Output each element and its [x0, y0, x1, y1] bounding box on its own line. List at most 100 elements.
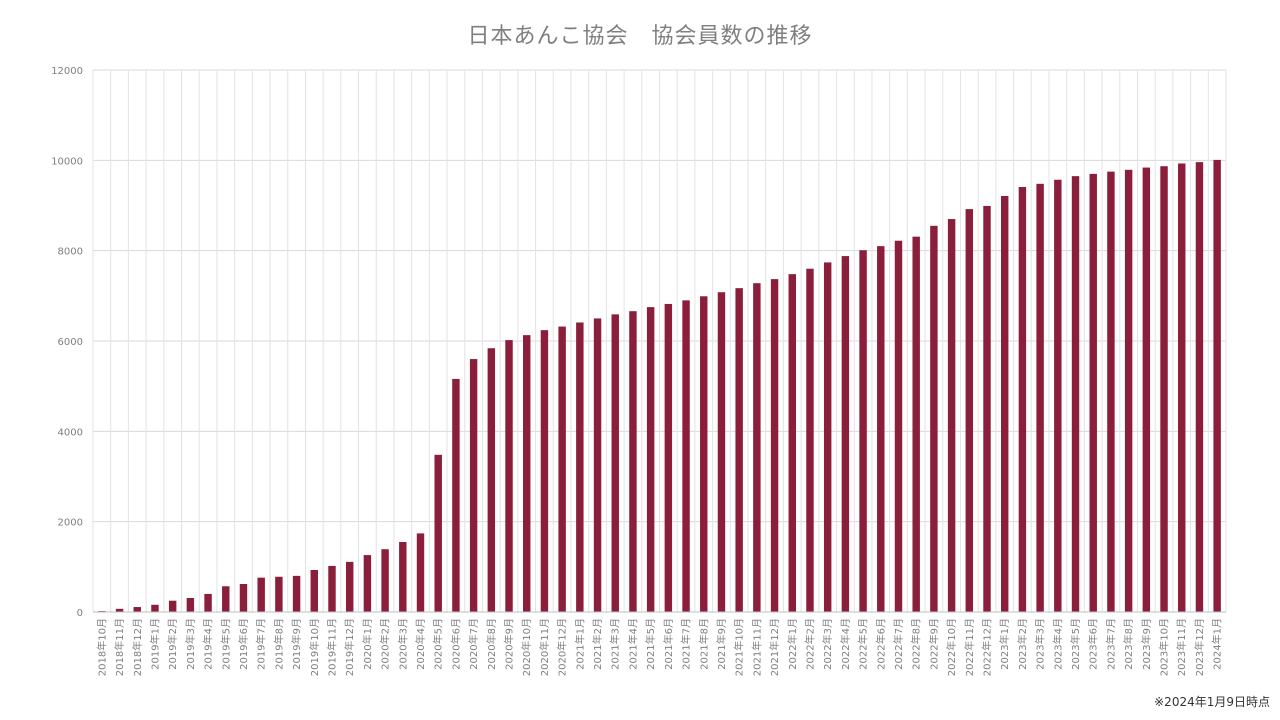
x-tick-label: 2021年3月 [609, 618, 622, 670]
x-tick-label: 2022年3月 [821, 618, 834, 670]
footnote: ※2024年1月9日時点 [1154, 695, 1270, 709]
bar [275, 576, 283, 612]
x-tick-label: 2022年12月 [981, 618, 994, 676]
x-tick-label: 2019年1月 [148, 618, 161, 670]
x-tick-label: 2023年11月 [1175, 618, 1188, 676]
x-tick-label: 2023年4月 [1051, 618, 1064, 670]
bar [328, 565, 336, 612]
y-tick-label: 0 [77, 608, 83, 619]
x-tick-label: 2023年6月 [1087, 618, 1100, 670]
bar [965, 209, 974, 612]
bar [1107, 171, 1115, 612]
y-tick-label: 2000 [58, 518, 83, 529]
bars [98, 159, 1221, 613]
x-tick-label: 2020年7月 [467, 618, 480, 670]
x-tick-label: 2022年5月 [857, 618, 870, 670]
bar [717, 292, 726, 612]
bar [1213, 159, 1221, 613]
bar [115, 608, 124, 612]
bar [947, 219, 956, 613]
bar [558, 326, 566, 612]
bar [735, 288, 743, 612]
bar [452, 378, 460, 612]
x-tick-label: 2020年4月 [414, 618, 427, 670]
bar [239, 583, 248, 612]
bar [1018, 186, 1027, 612]
y-tick-label: 4000 [58, 427, 83, 438]
x-tick-label: 2022年9月 [927, 618, 940, 670]
bar [222, 586, 230, 612]
x-tick-label: 2021年8月 [697, 618, 710, 670]
bar [186, 597, 195, 612]
x-tick-label: 2021年1月 [573, 618, 586, 670]
bar [523, 335, 531, 612]
x-tick-label: 2021年4月 [626, 618, 639, 670]
x-tick-label: 2022年7月 [892, 618, 905, 670]
x-tick-label: 2020年5月 [432, 618, 445, 670]
x-tick-label: 2019年8月 [272, 618, 285, 670]
bar [859, 250, 867, 612]
bar [894, 240, 903, 613]
bar [806, 268, 814, 612]
x-tick-label: 2020年8月 [485, 618, 498, 670]
bar [770, 279, 779, 612]
x-tick-label: 2019年10月 [308, 618, 321, 676]
bar [487, 348, 496, 612]
x-tick-label: 2021年6月 [662, 618, 675, 670]
x-tick-label: 2019年5月 [219, 618, 232, 670]
x-tick-label: 2019年4月 [202, 618, 215, 670]
x-tick-label: 2020年11月 [538, 618, 551, 676]
bar [1195, 162, 1204, 612]
bar [1054, 179, 1062, 612]
bar [877, 246, 885, 612]
bar [399, 541, 407, 612]
x-tick-label: 2023年2月 [1016, 618, 1029, 670]
x-tick-label: 2021年5月 [644, 618, 657, 670]
x-tick-label: 2022年10月 [945, 618, 958, 676]
x-tick-label: 2020年12月 [556, 618, 569, 676]
x-tick-label: 2023年7月 [1104, 618, 1117, 670]
x-tick-label: 2020年2月 [379, 618, 392, 670]
bar [930, 225, 938, 612]
bar [204, 593, 212, 612]
bar [257, 577, 265, 612]
bar [416, 533, 425, 612]
bar [1142, 167, 1151, 612]
bar [381, 549, 389, 612]
x-tick-label: 2021年10月 [733, 618, 746, 676]
bar [345, 561, 354, 612]
bar [593, 318, 602, 612]
x-tick-label: 2021年7月 [680, 618, 693, 670]
bar [629, 311, 637, 612]
bar [292, 575, 301, 612]
bar [1160, 166, 1168, 612]
bar [540, 330, 549, 612]
bar [505, 340, 513, 612]
x-tick-label: 2022年11月 [963, 618, 976, 676]
x-tick-label: 2022年8月 [910, 618, 923, 670]
bar [1000, 196, 1009, 612]
y-tick-label: 10000 [51, 156, 83, 167]
bar [1178, 163, 1186, 612]
bar [133, 607, 141, 612]
x-axis: 2018年10月 2018年11月 2018年12月 2019年1月 2019年2月 20… [93, 611, 1226, 676]
y-axis: 0 2000 4000 6000 8000 10000 12000 [51, 66, 83, 619]
bar [700, 296, 708, 612]
bar [912, 236, 920, 613]
bar [434, 454, 442, 612]
bar [983, 205, 991, 612]
bar [823, 262, 832, 612]
x-tick-label: 2019年11月 [325, 618, 338, 676]
bar [1071, 176, 1080, 612]
x-tick-label: 2019年12月 [343, 618, 356, 676]
bar [576, 322, 584, 612]
x-tick-label: 2023年12月 [1193, 618, 1206, 676]
bar [469, 359, 478, 612]
chart-title: 日本あんこ協会 協会員数の推移 [467, 24, 813, 49]
bar [664, 303, 673, 612]
bar [788, 274, 796, 612]
x-tick-label: 2023年1月 [998, 618, 1011, 670]
x-tick-label: 2022年4月 [839, 618, 852, 670]
x-tick-label: 2020年1月 [361, 618, 374, 670]
bar [151, 604, 159, 612]
